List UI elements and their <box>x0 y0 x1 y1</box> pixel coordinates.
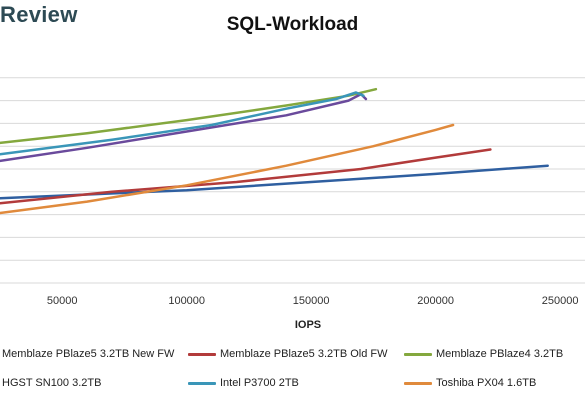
legend-item: Intel P3700 2TB <box>188 377 299 389</box>
x-tick-label: 200000 <box>417 295 454 307</box>
gridlines <box>0 77 585 284</box>
x-tick-label: 150000 <box>293 295 330 307</box>
series-lines <box>0 87 549 215</box>
legend-swatch <box>188 381 216 385</box>
legend-label: Memblaze PBlaze5 3.2TB New FW <box>2 348 175 360</box>
legend-swatch <box>404 352 432 356</box>
series-line-5 <box>0 91 365 156</box>
x-tick-label: 50000 <box>47 295 78 307</box>
legend-label: Memblaze PBlaze4 3.2TB <box>436 348 564 360</box>
legend-label: Intel P3700 2TB <box>220 377 299 389</box>
legend-item: Memblaze PBlaze5 3.2TB Old FW <box>188 348 388 360</box>
series-line-1 <box>0 164 549 200</box>
brand-logo-text: Review <box>0 2 78 27</box>
x-tick-labels: 50000 100000 150000 200000 250000 <box>47 295 579 307</box>
legend-label: HGST SN100 3.2TB <box>2 377 102 389</box>
series-line-6 <box>0 123 455 215</box>
x-tick-label: 250000 <box>542 295 579 307</box>
legend-swatch <box>188 352 216 356</box>
legend-label: Memblaze PBlaze5 3.2TB Old FW <box>220 348 388 360</box>
legend-item: Memblaze PBlaze4 3.2TB <box>404 348 563 360</box>
legend-item: Memblaze PBlaze5 3.2TB New FW <box>2 348 174 360</box>
x-axis-label: IOPS <box>295 319 321 331</box>
legend-label: Toshiba PX04 1.6TB <box>436 377 537 389</box>
chart-title: SQL-Workload <box>226 14 359 35</box>
series-line-3 <box>0 87 378 145</box>
legend-item: HGST SN100 3.2TB <box>2 377 101 389</box>
legend-swatch <box>404 381 432 385</box>
legend-item: Toshiba PX04 1.6TB <box>404 377 536 389</box>
series-line-2 <box>0 148 492 205</box>
x-tick-label: 100000 <box>168 295 205 307</box>
